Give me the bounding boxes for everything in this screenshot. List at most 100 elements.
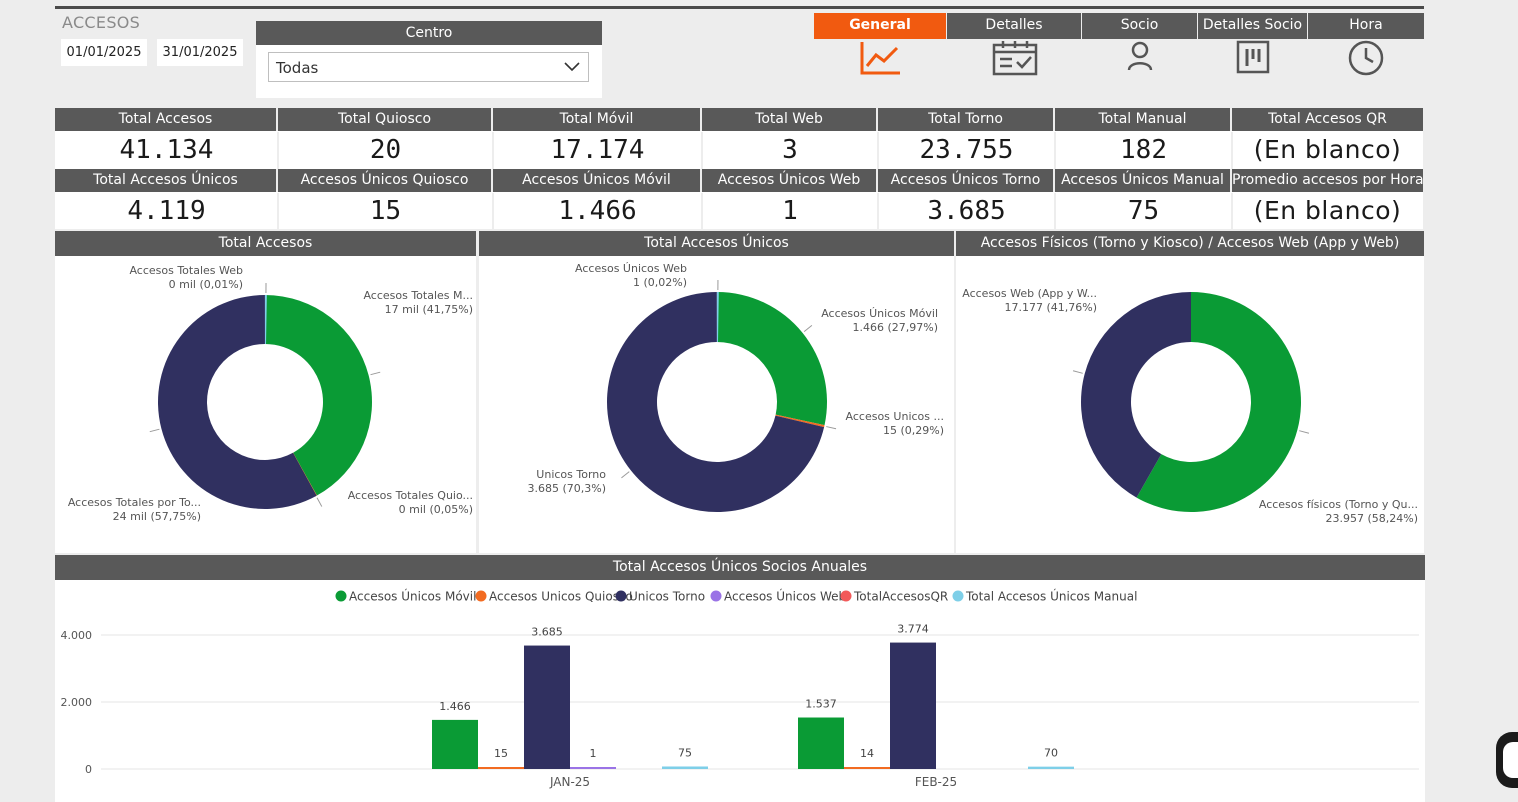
bar-data-label: 1.537 (805, 698, 837, 711)
bar-data-label: 15 (494, 747, 508, 760)
bar (570, 767, 616, 769)
legend-marker (615, 590, 627, 602)
kpi-label: Accesos Únicos Web (702, 169, 878, 192)
chart-title: Total Accesos Únicos (479, 231, 954, 256)
donut-slice (607, 292, 825, 512)
tab-socio[interactable]: Socio (1082, 13, 1198, 39)
kpi-label: Accesos Únicos Quiosco (278, 169, 493, 192)
kpi-grid: Total Accesos Total Quiosco Total Móvil … (55, 108, 1423, 229)
kpi-value: (En blanco) (1253, 196, 1402, 225)
bar (432, 719, 478, 769)
bar-data-label: 3.774 (897, 623, 929, 636)
slice-value-label: 3.685 (70,3%) (527, 482, 606, 495)
bar-panel-socios-anuales: Total Accesos Únicos Socios Anuales Acce… (55, 555, 1425, 802)
bar-data-label: 14 (860, 747, 874, 760)
user-icon[interactable] (1126, 40, 1154, 72)
date-end-field[interactable]: 31/01/2025 (157, 39, 243, 66)
kpi-label: Total Accesos (55, 108, 278, 131)
legend-label: Accesos Únicos Web (724, 589, 846, 604)
x-tick-label: FEB-25 (915, 775, 957, 789)
kpi-value: 20 (369, 135, 402, 165)
bar (798, 717, 844, 769)
legend-label: Accesos Únicos Móvil (349, 589, 476, 604)
line-chart-icon[interactable] (859, 40, 903, 76)
donut-slice (716, 292, 719, 343)
slice-label: Accesos Totales Quio... (348, 489, 473, 502)
kpi-value: 23.755 (919, 135, 1014, 165)
bar-data-label: 3.685 (531, 626, 563, 639)
slice-value-label: 23.957 (58,24%) (1325, 512, 1418, 525)
kpi-divider (701, 132, 703, 169)
tab-detalles[interactable]: Detalles (947, 13, 1082, 39)
bar-data-label: 1 (590, 747, 597, 760)
leader-line (370, 371, 381, 376)
slice-label: Accesos Totales por To... (68, 496, 201, 509)
centro-slicer: Centro Todas (256, 21, 602, 98)
slice-value-label: 1 (0,02%) (633, 276, 687, 289)
tab-general[interactable]: General (814, 13, 947, 39)
kpi-divider (277, 193, 279, 229)
leader-line (1299, 430, 1310, 434)
legend-marker (840, 590, 852, 602)
donut-slice (1081, 292, 1191, 498)
slice-value-label: 0 mil (0,01%) (169, 278, 243, 291)
kpi-value: 1 (782, 196, 798, 226)
donut-chart-total-accesos[interactable]: Accesos Totales M...17 mil (41,75%) Acces… (55, 256, 476, 553)
bar (478, 767, 524, 769)
donut-slice (265, 295, 372, 496)
slice-label: Accesos Totales M... (363, 289, 473, 302)
centro-dropdown[interactable]: Todas (268, 52, 589, 82)
slice-label: Accesos Web (App y W... (962, 287, 1097, 300)
legend-label: Accesos Unicos Quiosco (489, 590, 633, 604)
calendar-check-icon[interactable] (991, 40, 1039, 76)
leader-line (316, 497, 323, 507)
kpi-label: Total Manual (1055, 108, 1232, 131)
bar-chart-socios-anuales[interactable]: Accesos Únicos Móvil Accesos Unicos Quios… (55, 580, 1425, 802)
tab-detalles-socio[interactable]: Detalles Socio (1198, 13, 1308, 39)
legend-label: Total Accesos Únicos Manual (965, 589, 1137, 604)
bar (890, 642, 936, 769)
slice-value-label: 0 mil (0,05%) (399, 503, 473, 516)
leader-line (1072, 370, 1083, 374)
bar-data-label: 70 (1044, 747, 1058, 760)
kpi-label: Accesos Únicos Torno (878, 169, 1055, 192)
kpi-divider (492, 132, 494, 169)
date-start-field[interactable]: 01/01/2025 (61, 39, 147, 66)
slice-label: Accesos físicos (Torno y Qu... (1259, 498, 1418, 511)
kpi-label: Accesos Únicos Manual (1055, 169, 1232, 192)
chart-title: Total Accesos (55, 231, 476, 256)
kpi-divider (1054, 132, 1056, 169)
slice-value-label: 24 mil (57,75%) (113, 510, 201, 523)
legend-marker (475, 590, 487, 602)
leader-line (803, 324, 813, 333)
y-tick-label: 0 (85, 763, 92, 776)
legend-marker (710, 590, 722, 602)
bar (844, 767, 890, 769)
kpi-value: 3.685 (927, 196, 1006, 226)
clock-icon[interactable] (1347, 40, 1385, 76)
chevron-down-icon (564, 62, 580, 72)
x-tick-label: JAN-25 (549, 775, 590, 789)
kpi-label: Total Quiosco (278, 108, 493, 131)
kpi-value: (En blanco) (1253, 135, 1402, 164)
kpi-divider (877, 132, 879, 169)
board-icon[interactable] (1236, 40, 1270, 74)
kpi-value: 41.134 (119, 135, 214, 165)
kpi-label: Total Móvil (493, 108, 702, 131)
kpi-value: 15 (369, 196, 402, 226)
kpi-divider (1231, 132, 1233, 169)
kpi-divider (277, 132, 279, 169)
donut-slice (717, 292, 827, 426)
bar (524, 645, 570, 769)
leader-line (149, 428, 160, 433)
slice-label: Accesos Unicos ... (846, 410, 944, 423)
kpi-divider (492, 193, 494, 229)
donut-chart-fisicos-web[interactable]: Accesos físicos (Torno y Qu...23.957 (58… (956, 256, 1424, 553)
slice-value-label: 17 mil (41,75%) (385, 303, 473, 316)
donut-slice (775, 414, 825, 428)
kpi-label: Accesos Únicos Móvil (493, 169, 702, 192)
kpi-label: Total Accesos QR (1232, 108, 1423, 131)
tab-hora[interactable]: Hora (1308, 13, 1424, 39)
chat-bubble-icon[interactable] (1494, 730, 1518, 790)
